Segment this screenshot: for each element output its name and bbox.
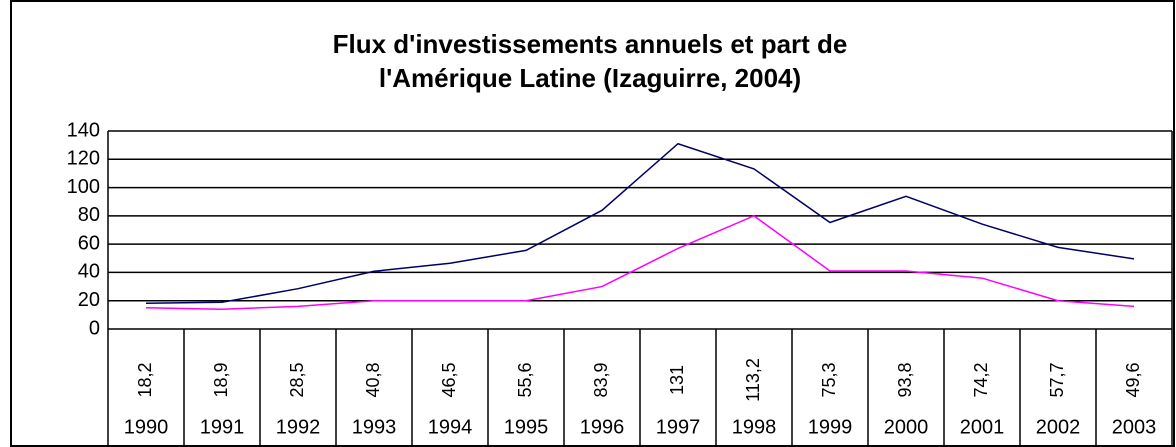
- chart-title: Flux d'investissements annuels et part d…: [333, 29, 848, 59]
- x-tick-label: 1991: [200, 416, 245, 438]
- series-line: [145, 215, 1135, 310]
- x-tick-label: 1997: [656, 416, 701, 438]
- chart-title: l'Amérique Latine (Izaguirre, 2004): [379, 63, 801, 93]
- y-tick-label: 140: [67, 119, 100, 141]
- x-tick-label: 2001: [960, 416, 1005, 438]
- table-value: 28,5: [287, 362, 307, 397]
- table-value: 83,9: [591, 362, 611, 397]
- table-value: 46,5: [439, 362, 459, 397]
- table-value: 131: [667, 365, 687, 395]
- x-tick-label: 1998: [732, 416, 777, 438]
- y-tick-label: 80: [78, 204, 100, 226]
- x-tick-label: 2002: [1036, 416, 1081, 438]
- table-value: 40,8: [363, 362, 383, 397]
- table-value: 113,2: [743, 358, 763, 402]
- x-tick-label: 1993: [352, 416, 397, 438]
- x-tick-label: 1995: [504, 416, 549, 438]
- x-tick-label: 1996: [580, 416, 625, 438]
- x-tick-label: 1994: [428, 416, 473, 438]
- chart-border: [10, 0, 1175, 447]
- table-value: 93,8: [895, 362, 915, 397]
- x-tick-label: 1990: [124, 416, 169, 438]
- table-value: 74,2: [971, 362, 991, 397]
- table-value: 57,7: [1047, 362, 1067, 397]
- table-value: 18,9: [211, 362, 231, 397]
- x-tick-label: 2000: [884, 416, 929, 438]
- series-line: [145, 142, 1135, 305]
- y-tick-label: 0: [89, 317, 100, 339]
- x-tick-label: 1992: [276, 416, 321, 438]
- table-value: 49,6: [1123, 362, 1143, 397]
- x-tick-label: 1999: [808, 416, 853, 438]
- y-tick-label: 60: [78, 232, 100, 254]
- x-tick-label: 2003: [1112, 416, 1157, 438]
- y-tick-label: 120: [67, 148, 100, 170]
- y-tick-label: 20: [78, 289, 100, 311]
- table-value: 55,6: [515, 362, 535, 397]
- table-value: 18,2: [135, 362, 155, 397]
- y-tick-label: 100: [67, 176, 100, 198]
- table-value: 75,3: [819, 362, 839, 397]
- y-tick-label: 40: [78, 261, 100, 283]
